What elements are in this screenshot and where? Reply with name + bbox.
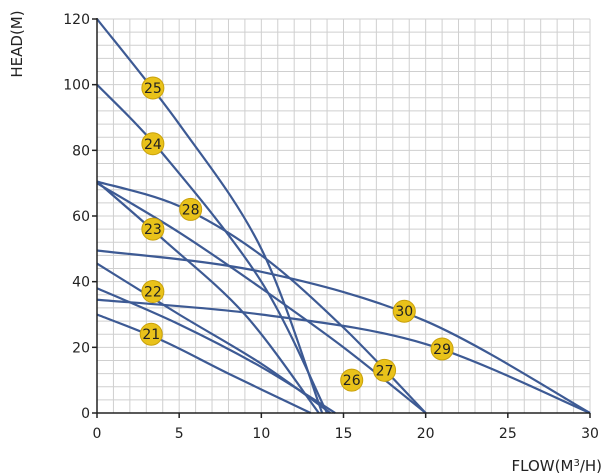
badge-27-circle <box>373 358 397 382</box>
badge-23-label: 23 <box>144 222 162 238</box>
badge-28-circle <box>179 197 203 221</box>
x-tick-label: 30 <box>581 426 599 442</box>
y-tick-label: 40 <box>72 275 90 291</box>
y-tick-label: 100 <box>63 78 90 94</box>
curve-22 <box>96 287 336 414</box>
badge-21-label: 21 <box>142 327 160 343</box>
badge-26-circle <box>340 368 364 392</box>
badge-27-label: 27 <box>376 363 394 379</box>
badge-30-circle <box>392 299 416 323</box>
x-tick-label: 20 <box>417 426 435 442</box>
curve-29 <box>96 298 591 415</box>
tick-labels: 0 20 40 60 80 100 120 0 5 10 15 20 25 30 <box>63 12 599 442</box>
y-tick-label: 120 <box>63 12 90 28</box>
x-axis-title-main: FLOW(M <box>512 457 574 475</box>
x-tick-label: 0 <box>93 426 102 442</box>
x-tick-label: 5 <box>175 426 184 442</box>
y-tick-label: 60 <box>72 209 90 225</box>
curve-badges: 21 22 23 24 25 26 27 28 29 30 <box>139 76 454 392</box>
badge-21-circle <box>139 322 163 346</box>
badge-24-label: 24 <box>144 137 162 153</box>
curve-26 <box>96 262 331 414</box>
minor-grid <box>96 18 591 414</box>
x-axis-title: FLOW(M3/H) <box>512 457 602 475</box>
x-axis-title-tail: /H) <box>580 457 602 475</box>
curve-25 <box>96 18 324 414</box>
badge-30-label: 30 <box>395 304 413 320</box>
y-tick-label: 0 <box>81 406 90 422</box>
y-tick-label: 80 <box>72 143 90 159</box>
badge-28-label: 28 <box>182 202 200 218</box>
badge-22-circle <box>141 280 165 304</box>
badge-25-label: 25 <box>144 81 162 97</box>
badge-26-label: 26 <box>343 373 361 389</box>
x-axis-title-superscript: 3 <box>573 458 579 469</box>
badge-29-circle <box>430 337 454 361</box>
axes <box>92 18 591 418</box>
x-tick-label: 15 <box>335 426 353 442</box>
badge-24-circle <box>141 132 165 156</box>
curve-23 <box>96 180 320 414</box>
curve-30 <box>96 249 591 414</box>
x-tick-label: 10 <box>252 426 270 442</box>
curve-28 <box>96 180 427 414</box>
badge-22-label: 22 <box>144 285 162 301</box>
x-tick-label: 25 <box>499 426 517 442</box>
y-axis-title: HEAD(M) <box>8 10 26 77</box>
badge-29-label: 29 <box>433 342 451 358</box>
curve-21 <box>96 313 312 414</box>
badge-25-circle <box>141 76 165 100</box>
y-tick-label: 20 <box>72 340 90 356</box>
badge-23-circle <box>141 217 165 241</box>
